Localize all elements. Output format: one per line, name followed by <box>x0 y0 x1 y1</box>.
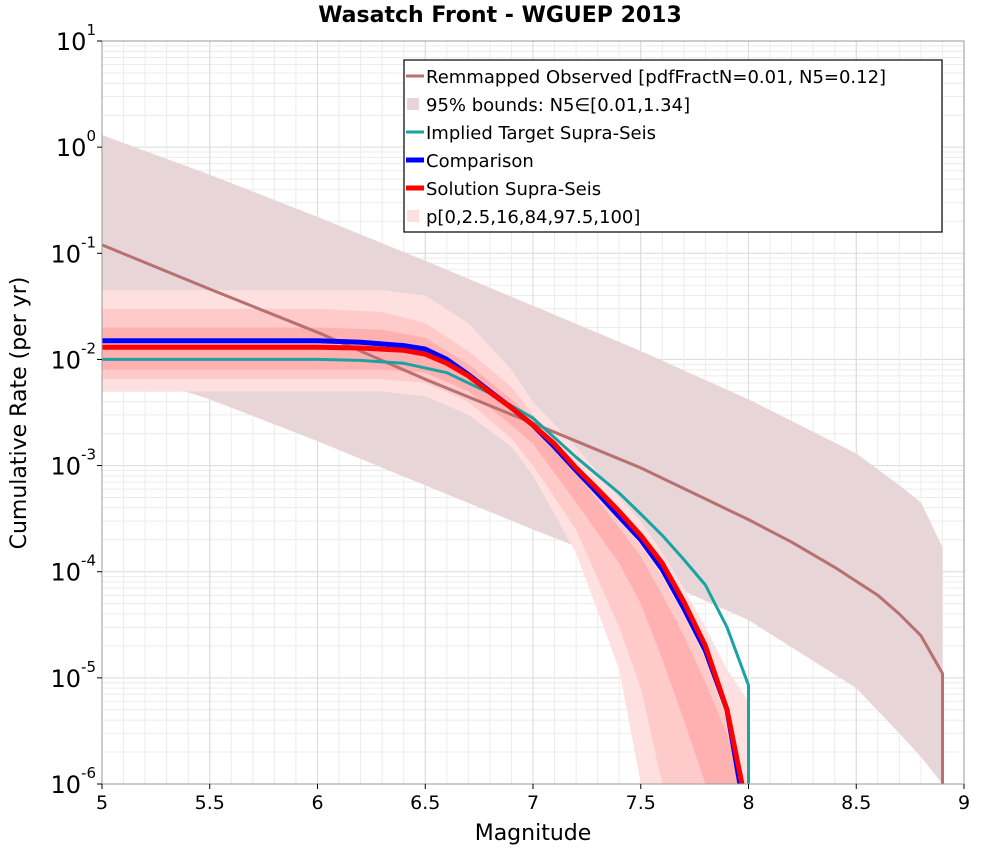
y-tick-base: 10 <box>50 559 81 587</box>
y-tick-exponent: -6 <box>81 764 96 782</box>
x-axis-label: Magnitude <box>475 821 592 846</box>
y-tick-exponent: -4 <box>81 552 96 570</box>
legend-label: p[0,2.5,16,84,97.5,100] <box>426 207 640 228</box>
x-tick-label: 5 <box>96 792 108 814</box>
y-tick-exponent: -2 <box>81 339 96 357</box>
x-tick-label: 7 <box>527 792 539 814</box>
legend-box <box>403 59 943 233</box>
x-tick-label: 8.5 <box>841 792 871 814</box>
y-tick-base: 10 <box>50 453 81 481</box>
x-tick-label: 8 <box>742 792 754 814</box>
y-tick-exponent: -1 <box>81 233 96 251</box>
series-line <box>102 344 745 784</box>
uncertainty-band <box>102 327 742 784</box>
legend-swatch <box>407 210 419 222</box>
legend-label: 95% bounds: N5∈[0.01,1.34] <box>426 95 690 116</box>
y-axis-label: Cumulative Rate (per yr) <box>7 277 32 550</box>
y-tick-label: 10-2 <box>50 339 96 374</box>
legend-label: Solution Supra-Seis <box>426 179 601 200</box>
x-tick-label: 5.5 <box>195 792 225 814</box>
x-tick-label: 6.5 <box>410 792 440 814</box>
y-tick-base: 10 <box>56 134 87 162</box>
y-tick-base: 10 <box>56 28 87 56</box>
y-tick-label: 10-6 <box>50 764 96 799</box>
y-tick-base: 10 <box>50 240 81 268</box>
chart-title: Wasatch Front - WGUEP 2013 <box>318 3 682 28</box>
y-tick-label: 101 <box>56 21 96 56</box>
y-tick-base: 10 <box>50 665 81 693</box>
series-line <box>102 357 750 784</box>
y-tick-base: 10 <box>50 771 81 799</box>
legend: Remmapped Observed [pdfFractN=0.01, N5=0… <box>403 59 943 233</box>
y-tick-label: 100 <box>56 127 96 162</box>
y-tick-label: 10-1 <box>50 233 96 268</box>
y-tick-label: 10-3 <box>50 446 96 481</box>
plot-data <box>102 135 944 784</box>
y-tick-exponent: -5 <box>81 658 96 676</box>
legend-label: Implied Target Supra-Seis <box>426 123 656 144</box>
x-tick-label: 6 <box>311 792 323 814</box>
x-tick-label: 7.5 <box>626 792 656 814</box>
y-tick-exponent: 1 <box>86 21 96 39</box>
x-tick-label: 9 <box>958 792 970 814</box>
legend-swatch <box>407 98 419 110</box>
y-tick-label: 10-5 <box>50 658 96 693</box>
legend-label: Comparison <box>426 151 534 172</box>
y-tick-base: 10 <box>50 346 81 374</box>
y-tick-label: 10-4 <box>50 552 96 587</box>
y-tick-exponent: -3 <box>81 446 96 464</box>
y-tick-exponent: 0 <box>86 127 96 145</box>
legend-label: Remmapped Observed [pdfFractN=0.01, N5=0… <box>426 67 886 88</box>
